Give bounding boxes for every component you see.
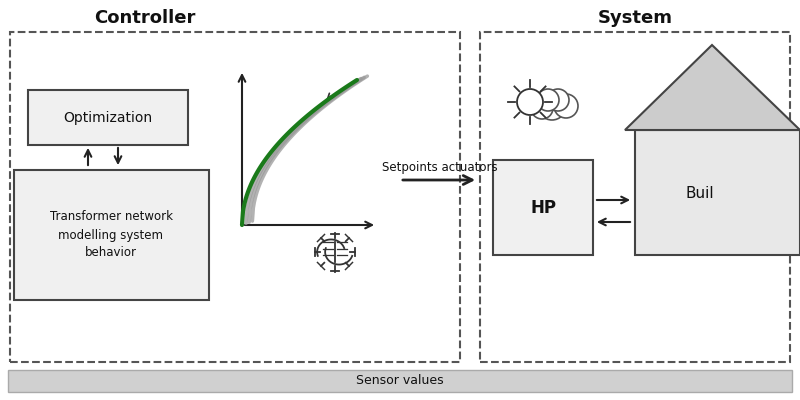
Circle shape — [537, 89, 559, 111]
Bar — [28, 90, 188, 145]
Text: Transformer network
modelling system
behavior: Transformer network modelling system beh… — [50, 210, 173, 260]
Circle shape — [547, 89, 569, 111]
Bar — [480, 32, 790, 362]
Text: Controller: Controller — [94, 9, 196, 27]
Circle shape — [554, 94, 578, 118]
Text: Optimization: Optimization — [63, 111, 153, 125]
Text: HP: HP — [530, 199, 556, 217]
Polygon shape — [625, 45, 800, 130]
Circle shape — [538, 92, 566, 120]
Bar — [8, 370, 792, 392]
Circle shape — [517, 89, 543, 115]
Bar — [635, 130, 800, 255]
Circle shape — [531, 97, 553, 119]
Text: Sensor values: Sensor values — [356, 374, 444, 388]
Bar — [10, 32, 460, 362]
Bar — [14, 170, 209, 300]
Text: Buil: Buil — [686, 186, 714, 200]
Bar — [493, 160, 593, 255]
Text: System: System — [598, 9, 673, 27]
Text: Setpoints actuators: Setpoints actuators — [382, 162, 498, 174]
